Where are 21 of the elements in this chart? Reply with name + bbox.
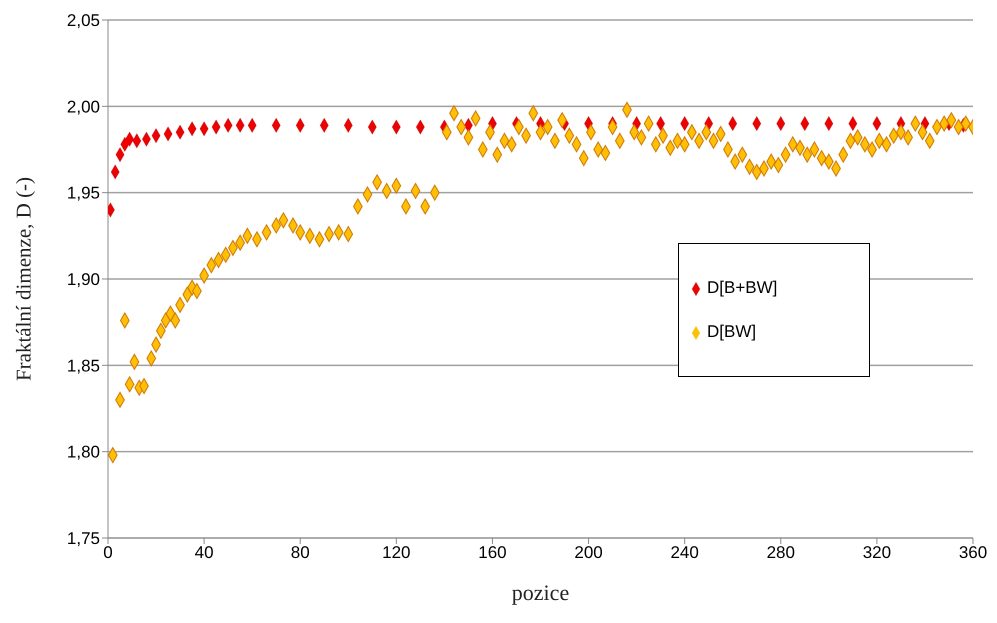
y-tick-label: 1,95 [66, 184, 100, 203]
x-tick-label: 200 [574, 543, 603, 562]
x-tick-label: 320 [862, 543, 892, 562]
y-tick-label: 1,80 [66, 442, 100, 462]
x-tick-label: 160 [478, 543, 507, 562]
y-tick-label: 2,05 [66, 11, 100, 30]
y-axis-title: Fraktální dimenze, D (-) [11, 176, 36, 382]
x-tick-label: 360 [958, 543, 988, 562]
x-tick-label: 40 [194, 543, 214, 562]
x-axis-title: pozice [512, 580, 570, 605]
x-tick-label: 280 [766, 543, 795, 562]
x-tick-label: 0 [103, 543, 113, 562]
x-tick-label: 120 [382, 543, 411, 562]
y-tick-label: 1,85 [66, 356, 100, 376]
legend-label: D[B+BW] [707, 278, 778, 297]
y-tick-label: 1,75 [66, 529, 100, 548]
legend-label: D[BW] [707, 322, 756, 341]
x-tick-label: 240 [670, 543, 699, 562]
y-tick-label: 2,00 [66, 97, 100, 116]
x-tick-label: 80 [290, 543, 310, 562]
y-tick-label: 1,90 [66, 270, 100, 290]
